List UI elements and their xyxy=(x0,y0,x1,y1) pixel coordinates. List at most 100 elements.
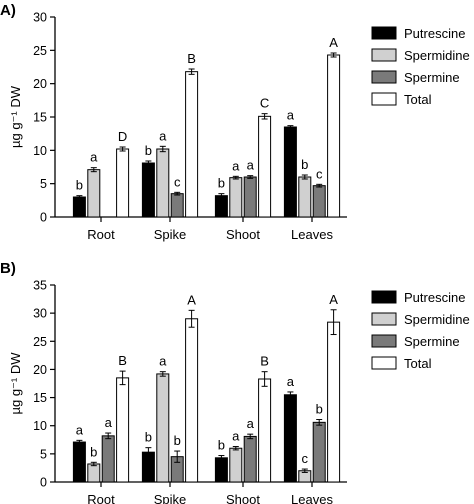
y-tick-label: 15 xyxy=(33,391,47,405)
legend-label: Spermine xyxy=(404,70,460,85)
y-tick-label: 20 xyxy=(33,77,47,91)
bar xyxy=(243,435,257,483)
significance-label: a xyxy=(232,429,240,444)
significance-label: A xyxy=(329,35,338,50)
legend-swatch xyxy=(371,70,397,84)
legend-label: Spermidine xyxy=(404,312,470,327)
bar xyxy=(156,373,170,483)
significance-label: a xyxy=(247,158,255,173)
bar xyxy=(243,176,257,218)
legend-swatch xyxy=(371,334,397,348)
significance-label: b xyxy=(218,176,225,191)
significance-label: c xyxy=(302,451,309,466)
bar xyxy=(312,421,326,483)
x-tick-label: Leaves xyxy=(291,492,333,504)
y-tick-label: 35 xyxy=(33,279,47,293)
x-tick-label: Spike xyxy=(154,227,187,242)
legend-label: Total xyxy=(404,92,432,107)
significance-label: A xyxy=(187,292,196,307)
legend-label: Putrescine xyxy=(404,26,465,41)
significance-label: c xyxy=(316,166,323,181)
significance-label: a xyxy=(247,416,255,431)
significance-label: b xyxy=(90,444,97,459)
chart-panel-a: A) 0 5 10 15 20 25 30 µg g⁻¹ DW Root Spike Shoot Lea… xyxy=(0,2,470,242)
significance-label: b xyxy=(316,402,323,417)
bar xyxy=(116,377,130,483)
bar xyxy=(214,457,228,483)
significance-label: b xyxy=(301,157,308,172)
y-tick-label: 0 xyxy=(40,211,47,225)
legend-swatch xyxy=(371,92,397,106)
significance-label: B xyxy=(118,353,127,368)
significance-label: b xyxy=(218,438,225,453)
y-tick-label: 20 xyxy=(33,363,47,377)
y-tick-label: 15 xyxy=(33,111,47,125)
x-tick-label: Root xyxy=(87,227,115,242)
bar xyxy=(229,447,243,483)
x-tick-label: Root xyxy=(87,492,115,504)
legend-label: Spermine xyxy=(404,334,460,349)
chart-panel-b: B) 0 5 10 15 20 25 30 35 µg g⁻¹ DW Root Spike Shoot L… xyxy=(0,260,470,504)
y-tick-label: 5 xyxy=(40,447,47,461)
bar xyxy=(101,435,115,483)
bar xyxy=(170,193,184,218)
significance-label: b xyxy=(145,143,152,158)
x-tick-label: Leaves xyxy=(291,227,333,242)
significance-label: b xyxy=(145,430,152,445)
legend-swatch xyxy=(371,290,397,304)
significance-label: A xyxy=(329,292,338,307)
significance-label: a xyxy=(232,158,240,173)
significance-label: B xyxy=(260,354,269,369)
bar xyxy=(312,185,326,218)
legend-swatch xyxy=(371,48,397,62)
significance-label: B xyxy=(187,51,196,66)
bar xyxy=(72,441,86,483)
y-tick-label: 25 xyxy=(33,44,47,58)
bar xyxy=(116,148,130,218)
y-axis-label: µg g⁻¹ DW xyxy=(8,352,23,415)
y-tick-label: 30 xyxy=(33,307,47,321)
bar xyxy=(214,195,228,218)
bar xyxy=(185,318,199,483)
significance-label: a xyxy=(76,422,84,437)
y-axis-label: µg g⁻¹ DW xyxy=(8,85,23,148)
significance-label: D xyxy=(118,129,127,144)
bar xyxy=(327,321,341,483)
significance-label: C xyxy=(260,96,269,111)
panel-label: A) xyxy=(0,2,16,19)
bar xyxy=(156,148,170,218)
significance-label: a xyxy=(105,415,113,430)
bar xyxy=(87,463,101,483)
bar xyxy=(283,126,297,218)
legend-swatch xyxy=(371,312,397,326)
bar xyxy=(185,71,199,218)
legend-swatch xyxy=(371,356,397,370)
bar xyxy=(258,378,272,483)
panel-label: B) xyxy=(0,260,16,277)
legend-label: Putrescine xyxy=(404,290,465,305)
significance-label: a xyxy=(159,354,167,369)
y-tick-label: 25 xyxy=(33,335,47,349)
bar xyxy=(229,177,243,218)
significance-label: b xyxy=(174,433,181,448)
legend-swatch xyxy=(371,26,397,40)
x-tick-label: Shoot xyxy=(226,492,260,504)
bar xyxy=(327,54,341,218)
legend-label: Spermidine xyxy=(404,48,470,63)
x-tick-label: Shoot xyxy=(226,227,260,242)
bar xyxy=(87,169,101,218)
legend-label: Total xyxy=(404,356,432,371)
significance-label: a xyxy=(90,150,98,165)
y-tick-label: 10 xyxy=(33,144,47,158)
significance-label: a xyxy=(287,374,295,389)
significance-label: a xyxy=(287,108,295,123)
y-tick-label: 5 xyxy=(40,177,47,191)
y-tick-label: 10 xyxy=(33,419,47,433)
bar xyxy=(141,162,155,218)
bar xyxy=(298,176,312,218)
significance-label: a xyxy=(159,128,167,143)
significance-label: b xyxy=(76,178,83,193)
bar xyxy=(258,115,272,218)
y-tick-label: 30 xyxy=(33,11,47,25)
